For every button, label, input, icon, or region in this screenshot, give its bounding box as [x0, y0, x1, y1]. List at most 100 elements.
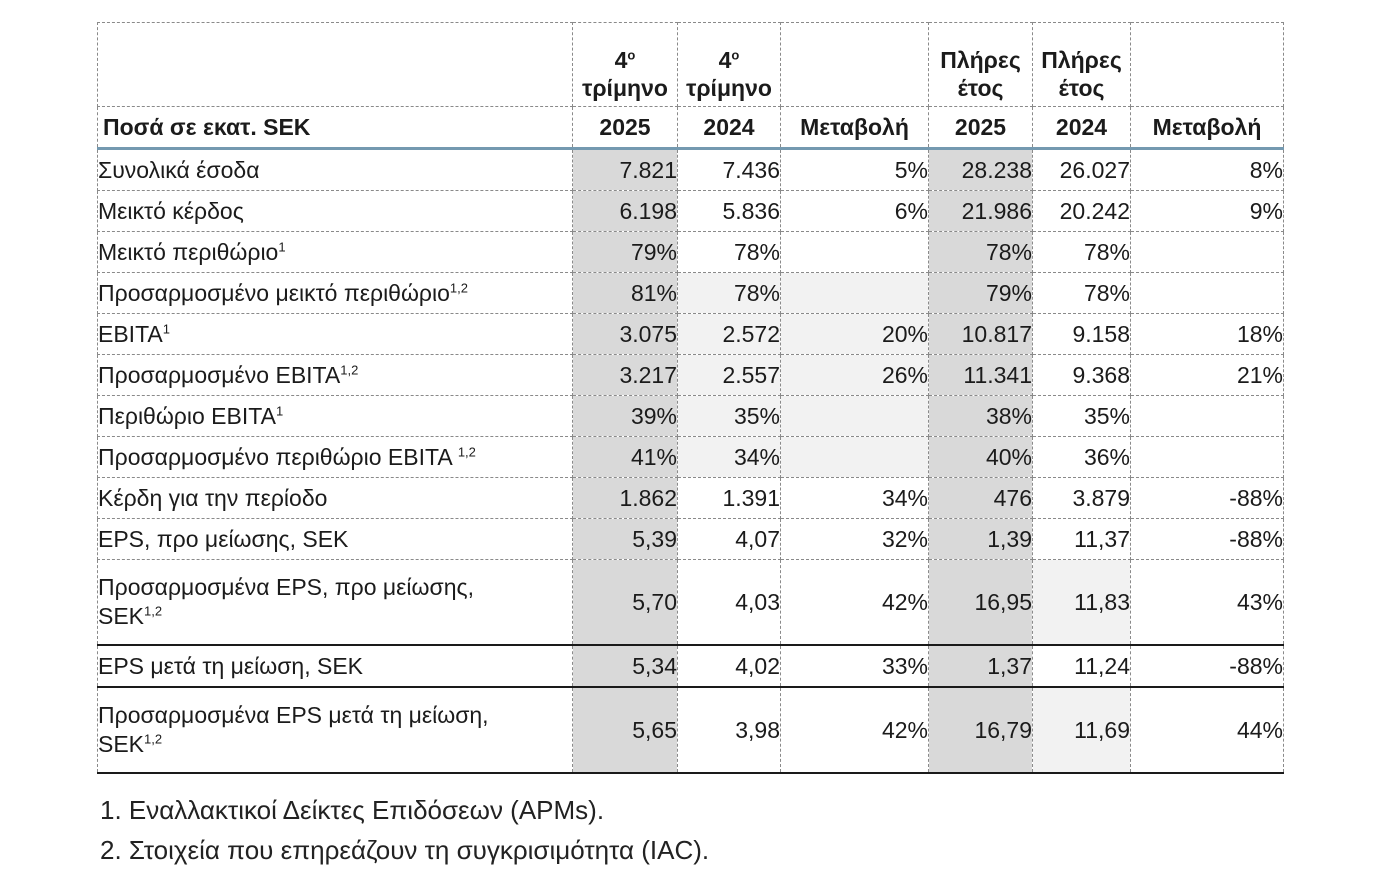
- value-cell: 1.862: [572, 477, 678, 519]
- value-cell: 78%: [928, 231, 1033, 273]
- period-sup: ο: [627, 46, 636, 62]
- value-cell: 4,03: [677, 559, 781, 646]
- value-cell: 78%: [1032, 272, 1131, 314]
- value-cell: 8%: [1130, 148, 1284, 191]
- table-row: Προσαρμοσμένα EPS μετά τη μείωση, SEK1,2 5…: [97, 686, 1284, 774]
- value-cell: 36%: [1032, 436, 1131, 478]
- value-cell: 42%: [780, 686, 929, 774]
- table-row: Κέρδη για την περίοδο 1.862 1.391 34% 476 3.8…: [97, 477, 1284, 519]
- value-cell: 79%: [928, 272, 1033, 314]
- row-label: Κέρδη για την περίοδο: [97, 477, 573, 519]
- value-cell: 11,69: [1032, 686, 1131, 774]
- value-cell: 16,79: [928, 686, 1033, 774]
- value-cell: 5%: [780, 148, 929, 191]
- value-cell: 476: [928, 477, 1033, 519]
- row-label: Προσαρμοσμένα EPS μετά τη μείωση, SEK1,2: [97, 686, 573, 774]
- value-cell: 7.436: [677, 148, 781, 191]
- value-cell: 41%: [572, 436, 678, 478]
- value-cell: 35%: [677, 395, 781, 437]
- value-cell: [780, 231, 929, 273]
- value-cell: 35%: [1032, 395, 1131, 437]
- header-fy-2025-period: Πλήρες έτος: [928, 22, 1033, 107]
- header-year-q4-2025: 2025: [572, 106, 678, 150]
- value-cell: 78%: [1032, 231, 1131, 273]
- row-label: EPS, προ μείωσης, SEK: [97, 518, 573, 560]
- row-label: Περιθώριο EBITA1: [97, 395, 573, 437]
- value-cell: 4,07: [677, 518, 781, 560]
- value-cell: 16,95: [928, 559, 1033, 646]
- footnotes: 1. Εναλλακτικοί Δείκτες Επιδόσεων (APMs)…: [100, 790, 709, 870]
- value-cell: 10.817: [928, 313, 1033, 355]
- table-header: 4ο τρίμηνο 4ο τρίμηνο Πλήρες έτος Πλήρες έτο…: [97, 22, 1284, 150]
- value-cell: 26%: [780, 354, 929, 396]
- header-change-fy: Μεταβολή: [1130, 106, 1284, 150]
- row-label: EBITA1: [97, 313, 573, 355]
- header-change-q4: Μεταβολή: [780, 106, 929, 150]
- value-cell: 5,70: [572, 559, 678, 646]
- table-row: Μεικτό περιθώριο1 79% 78% 78% 78%: [97, 231, 1284, 273]
- value-cell: 3.879: [1032, 477, 1131, 519]
- value-cell: 20.242: [1032, 190, 1131, 232]
- value-cell: 44%: [1130, 686, 1284, 774]
- row-label: Προσαρμοσμένο περιθώριο EBITA 1,2: [97, 436, 573, 478]
- period-top: Πλήρες: [940, 46, 1021, 73]
- value-cell: 21%: [1130, 354, 1284, 396]
- header-period-row: 4ο τρίμηνο 4ο τρίμηνο Πλήρες έτος Πλήρες έτο…: [97, 22, 1284, 107]
- value-cell: 18%: [1130, 313, 1284, 355]
- value-cell: 40%: [928, 436, 1033, 478]
- value-cell: 20%: [780, 313, 929, 355]
- table-row: EPS μετά τη μείωση, SEK 5,34 4,02 33% 1,37 11…: [97, 644, 1284, 688]
- value-cell: 6.198: [572, 190, 678, 232]
- row-header-title: Ποσά σε εκατ. SEK: [97, 106, 573, 150]
- value-cell: 1,37: [928, 644, 1033, 688]
- value-cell: 11.341: [928, 354, 1033, 396]
- table-row: Μεικτό κέρδος 6.198 5.836 6% 21.986 20.242 9%: [97, 190, 1284, 232]
- row-label: Μεικτό κέρδος: [97, 190, 573, 232]
- value-cell: 21.986: [928, 190, 1033, 232]
- table-row: Προσαρμοσμένο περιθώριο EBITA 1,2 41% 34% 4…: [97, 436, 1284, 478]
- table-row: EPS, προ μείωσης, SEK 5,39 4,07 32% 1,39 11,3…: [97, 518, 1284, 560]
- value-cell: 6%: [780, 190, 929, 232]
- header-change-fy-period: [1130, 22, 1284, 107]
- value-cell: [1130, 436, 1284, 478]
- value-cell: [1130, 395, 1284, 437]
- value-cell: 3.075: [572, 313, 678, 355]
- value-cell: 3,98: [677, 686, 781, 774]
- value-cell: 34%: [780, 477, 929, 519]
- value-cell: 81%: [572, 272, 678, 314]
- value-cell: 78%: [677, 231, 781, 273]
- value-cell: 39%: [572, 395, 678, 437]
- value-cell: -88%: [1130, 477, 1284, 519]
- value-cell: -88%: [1130, 518, 1284, 560]
- value-cell: 42%: [780, 559, 929, 646]
- header-empty-cell: [97, 22, 573, 107]
- header-year-fy-2024: 2024: [1032, 106, 1131, 150]
- value-cell: 11,83: [1032, 559, 1131, 646]
- footnote-iac: 2. Στοιχεία που επηρεάζουν τη συγκρισιμό…: [100, 835, 710, 865]
- value-cell: 1.391: [677, 477, 781, 519]
- period-bottom: τρίμηνο: [686, 75, 772, 102]
- period-bottom: έτος: [957, 75, 1004, 102]
- footnote-apm: 1. Εναλλακτικοί Δείκτες Επιδόσεων (APMs)…: [100, 795, 605, 825]
- value-cell: 2.572: [677, 313, 781, 355]
- value-cell: 1,39: [928, 518, 1033, 560]
- value-cell: 11,37: [1032, 518, 1131, 560]
- value-cell: [780, 395, 929, 437]
- value-cell: 5,65: [572, 686, 678, 774]
- value-cell: 9%: [1130, 190, 1284, 232]
- table-row: Προσαρμοσμένα EPS, προ μείωσης, SEK1,2 5,7…: [97, 559, 1284, 646]
- row-label: EPS μετά τη μείωση, SEK: [97, 644, 573, 688]
- value-cell: [1130, 272, 1284, 314]
- value-cell: 5,39: [572, 518, 678, 560]
- value-cell: 11,24: [1032, 644, 1131, 688]
- period-sup: ο: [731, 46, 740, 62]
- row-label: Συνολικά έσοδα: [97, 148, 573, 191]
- value-cell: 2.557: [677, 354, 781, 396]
- value-cell: 3.217: [572, 354, 678, 396]
- row-label: Προσαρμοσμένο μεικτό περιθώριο1,2: [97, 272, 573, 314]
- value-cell: 5,34: [572, 644, 678, 688]
- value-cell: 34%: [677, 436, 781, 478]
- value-cell: [780, 272, 929, 314]
- period-top: 4: [614, 46, 628, 73]
- value-cell: 33%: [780, 644, 929, 688]
